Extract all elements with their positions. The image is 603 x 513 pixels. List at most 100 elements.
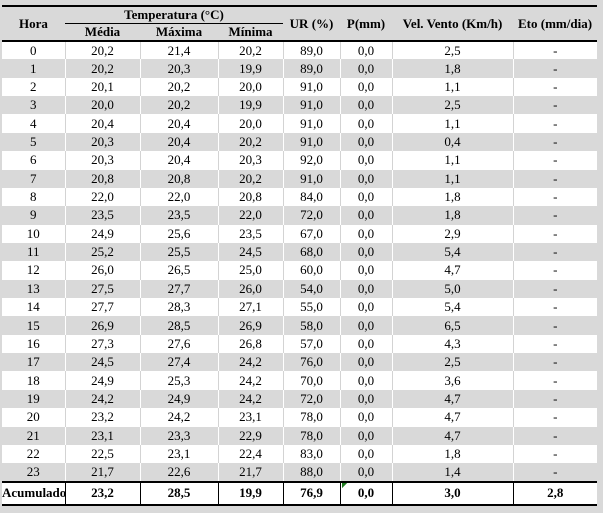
footer-cell-p: 0,0	[339, 481, 393, 505]
cell: 22,5	[64, 444, 140, 464]
cell: 3	[2, 96, 65, 115]
table-footer: Acumulado 23,2 28,5 19,9 76,9 0,0 3,0 2,…	[2, 481, 598, 505]
table-row: 17 24,5 27,4 24,2 76,0 0,0 2,5-	[2, 353, 598, 372]
table-row: 16 27,3 27,6 26,8 57,0 0,0 4,3-	[2, 334, 598, 354]
cell: 0,0	[339, 298, 393, 317]
cell: 89,0	[282, 59, 341, 78]
table-row: 5 20,3 20,4 20,2 91,0 0,0 0,4-	[2, 132, 598, 152]
cell: -	[512, 132, 598, 152]
cell: 24,2	[217, 371, 284, 390]
cell: 24,9	[64, 371, 140, 390]
cell: 6,5	[391, 316, 514, 335]
cell: 27,7	[139, 279, 218, 299]
cell: 27,1	[217, 298, 284, 317]
cell: -	[512, 261, 598, 280]
cell: -	[512, 426, 598, 445]
cell: -	[512, 41, 598, 60]
cell: 25,6	[139, 224, 218, 243]
cell: 2,5	[391, 353, 514, 372]
cell: 24,5	[217, 242, 284, 262]
cell: 9	[2, 206, 65, 225]
cell: 0,0	[339, 389, 393, 409]
cell: 22	[2, 444, 65, 464]
cell: 23,3	[139, 426, 218, 445]
cell: 27,6	[139, 334, 218, 354]
cell: 1,8	[391, 444, 514, 464]
cell: 24,9	[139, 389, 218, 409]
cell: 0,0	[339, 187, 393, 207]
footer-cell-ur: 76,9	[282, 481, 341, 505]
cell: 11	[2, 242, 65, 262]
cell: -	[512, 169, 598, 188]
cell: 15	[2, 316, 65, 335]
table-row: 20 23,2 24,2 23,1 78,0 0,0 4,7-	[2, 408, 598, 427]
cell: 18	[2, 371, 65, 390]
cell: 20,8	[217, 187, 284, 207]
cell: 1,1	[391, 169, 514, 188]
cell: -	[512, 408, 598, 427]
weather-data-table: Hora Temperatura (°C) UR (%) P(mm) Vel. …	[2, 5, 598, 506]
table-row: 11 25,2 25,5 24,5 68,0 0,0 5,4-	[2, 242, 598, 262]
cell: 25,2	[64, 242, 140, 262]
cell: 54,0	[282, 279, 341, 299]
cell: 4,7	[391, 389, 514, 409]
table-row: 9 23,5 23,5 22,0 72,0 0,0 1,8-	[2, 206, 598, 225]
cell: 26,8	[217, 334, 284, 354]
cell: 27,3	[64, 334, 140, 354]
cell: 14	[2, 298, 65, 317]
cell: 20,4	[64, 114, 140, 133]
cell: 20,3	[64, 132, 140, 152]
cell: 26,9	[64, 316, 140, 335]
cell: -	[512, 334, 598, 354]
cell: 24,2	[217, 353, 284, 372]
cell: 25,0	[217, 261, 284, 280]
cell: 1,8	[391, 206, 514, 225]
cell: 2	[2, 77, 65, 97]
cell: -	[512, 77, 598, 97]
cell: 0,0	[339, 169, 393, 188]
cell: 21,7	[217, 463, 284, 482]
cell: 0	[2, 41, 65, 60]
table-row: 6 20,3 20,4 20,3 92,0 0,0 1,1-	[2, 151, 598, 170]
cell: -	[512, 151, 598, 170]
cell: 91,0	[282, 77, 341, 97]
cell: 91,0	[282, 169, 341, 188]
cell: 0,0	[339, 151, 393, 170]
cell: -	[512, 224, 598, 243]
cell: 19	[2, 389, 65, 409]
cell: -	[512, 371, 598, 390]
table-row: 14 27,7 28,3 27,1 55,0 0,0 5,4-	[2, 298, 598, 317]
footer-cell-media: 23,2	[64, 481, 140, 505]
cell: 60,0	[282, 261, 341, 280]
cell: -	[512, 353, 598, 372]
cell: 0,0	[339, 353, 393, 372]
cell: 91,0	[282, 96, 341, 115]
col-header-minima: Mínima	[218, 23, 284, 41]
cell: -	[512, 279, 598, 299]
table-row: 21 23,1 23,3 22,9 78,0 0,0 4,7-	[2, 426, 598, 445]
cell: 67,0	[282, 224, 341, 243]
cell: 23,1	[64, 426, 140, 445]
cell: 89,0	[282, 41, 341, 60]
cell: -	[512, 59, 598, 78]
cell: 5,4	[391, 242, 514, 262]
cell: 4,7	[391, 408, 514, 427]
col-group-temperatura: Temperatura (°C)	[65, 6, 284, 24]
cell: 2,5	[391, 96, 514, 115]
cell: 22,0	[64, 187, 140, 207]
col-header-maxima: Máxima	[140, 23, 218, 41]
cell: 0,0	[339, 114, 393, 133]
cell: 0,0	[339, 206, 393, 225]
cell: 3,6	[391, 371, 514, 390]
cell: 28,3	[139, 298, 218, 317]
cell: 20,2	[139, 77, 218, 97]
table-row: 22 22,5 23,1 22,4 83,0 0,0 1,8-	[2, 444, 598, 464]
cell: 2,9	[391, 224, 514, 243]
cell: 20,3	[64, 151, 140, 170]
cell: -	[512, 206, 598, 225]
table-row: 23 21,7 22,6 21,7 88,0 0,0 1,4-	[2, 463, 598, 482]
cell: 20,2	[217, 41, 284, 60]
col-header-p: P(mm)	[340, 6, 393, 41]
cell: 57,0	[282, 334, 341, 354]
cell: 26,0	[217, 279, 284, 299]
